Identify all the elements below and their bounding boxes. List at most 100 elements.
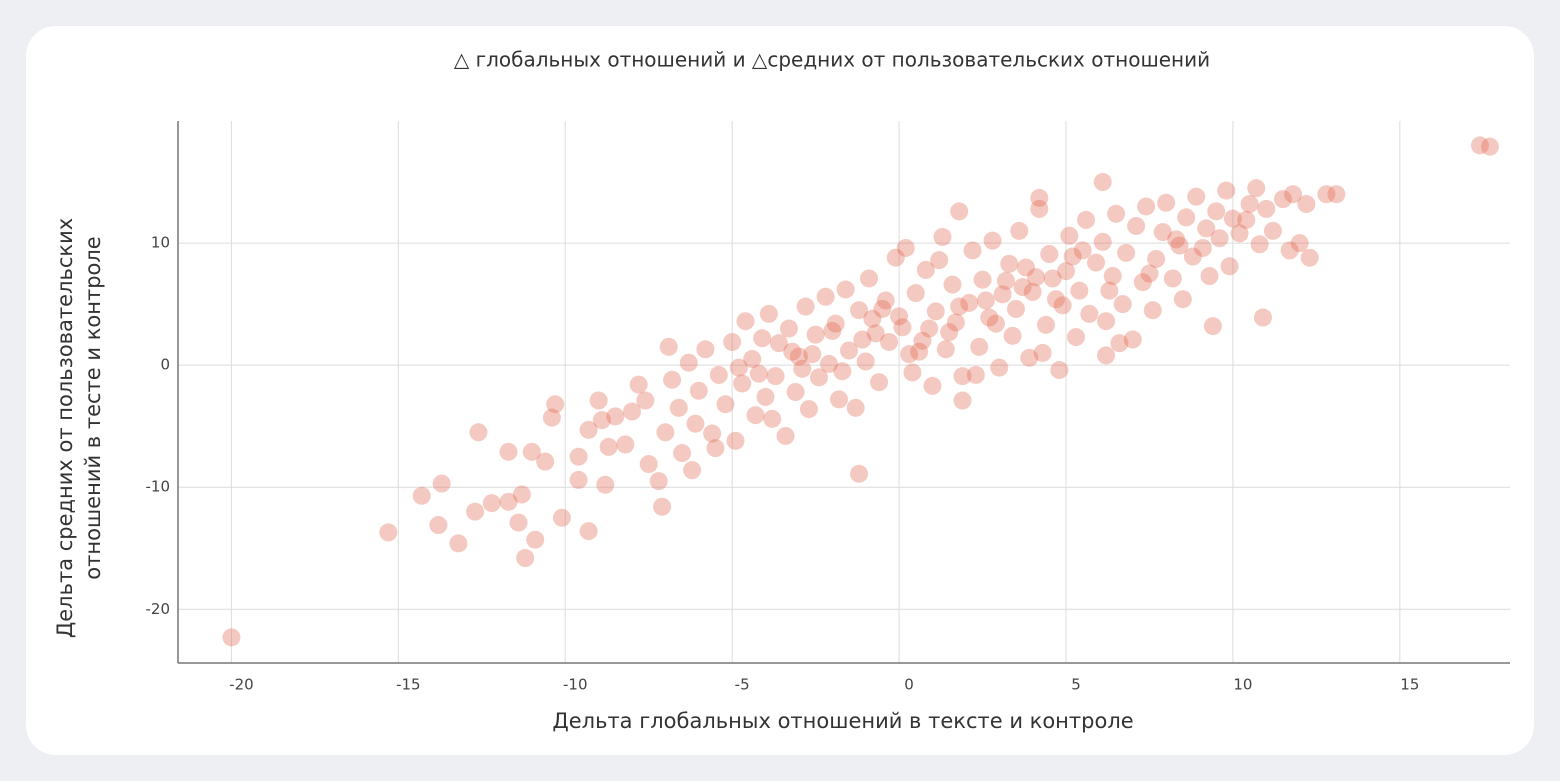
point [1020,348,1039,367]
point [873,299,892,318]
point [1113,295,1132,314]
point [509,513,528,532]
point [669,398,688,417]
point [703,424,722,443]
point [1480,137,1499,156]
point [696,340,715,359]
point [1006,299,1025,318]
point [806,325,825,344]
point [1153,223,1172,242]
point [1097,346,1116,365]
point [1290,234,1309,253]
point [736,312,755,331]
point [926,302,945,321]
point [1077,210,1096,229]
point [763,409,782,428]
point [1253,308,1272,327]
point [786,383,805,401]
point [1143,301,1162,320]
point [579,420,598,439]
y-tick-label: 10 [151,234,170,252]
point [1003,326,1022,345]
point [789,347,808,366]
point [910,342,929,361]
point [412,486,431,505]
point [993,285,1012,304]
point [846,398,865,417]
point [1257,199,1276,218]
point [1117,243,1136,262]
point [663,370,682,389]
x-tick-label: -20 [229,676,254,694]
chart-title: △ глобальных отношений и △средних от пол… [454,48,1210,72]
point [659,337,678,356]
point [723,332,742,351]
point [1197,219,1216,238]
point [1200,267,1219,286]
point [803,345,822,364]
point [639,455,658,474]
point [1040,245,1059,264]
point [526,530,545,549]
point [1327,185,1346,204]
point [856,352,875,371]
point [1217,181,1236,200]
x-tick-label: -5 [735,676,750,694]
point [1030,188,1049,207]
point [1280,241,1299,260]
point [569,447,588,466]
point [906,284,925,303]
point [829,390,848,409]
point [793,359,812,378]
point [836,280,855,299]
point [1080,304,1099,323]
point [866,324,885,343]
point [980,308,999,327]
point [946,313,965,332]
point [1300,248,1319,267]
point [1133,273,1152,292]
point [1284,185,1303,204]
point [1023,282,1042,301]
point [1240,195,1259,214]
point [1193,238,1212,257]
point [1073,241,1092,260]
point [1123,330,1142,349]
point [592,411,611,430]
point [466,502,485,521]
point [429,516,448,535]
y-axis-label: отношений в тесте и контроле [81,236,105,579]
point [522,442,541,461]
point [1100,281,1119,300]
x-tick-label: 0 [904,676,914,694]
point [903,363,922,382]
point [1093,232,1112,251]
point [940,323,959,342]
point [536,452,555,471]
point [1177,208,1196,227]
point [953,367,972,386]
point [1057,262,1075,281]
point [709,365,728,384]
point [552,508,571,527]
point [623,402,642,421]
point [1470,136,1489,155]
point [890,307,909,326]
point [1157,193,1176,212]
point [546,395,565,414]
point [616,435,635,454]
point [1097,312,1116,331]
point [960,293,979,312]
point [913,331,932,350]
point [733,374,752,393]
y-tick-label: -20 [146,600,171,618]
point [482,494,501,513]
point [726,431,745,450]
point [516,549,535,568]
point [930,251,949,270]
point [653,497,672,516]
point [1013,278,1032,297]
point [996,271,1015,290]
point [1203,317,1222,336]
point [589,391,608,410]
